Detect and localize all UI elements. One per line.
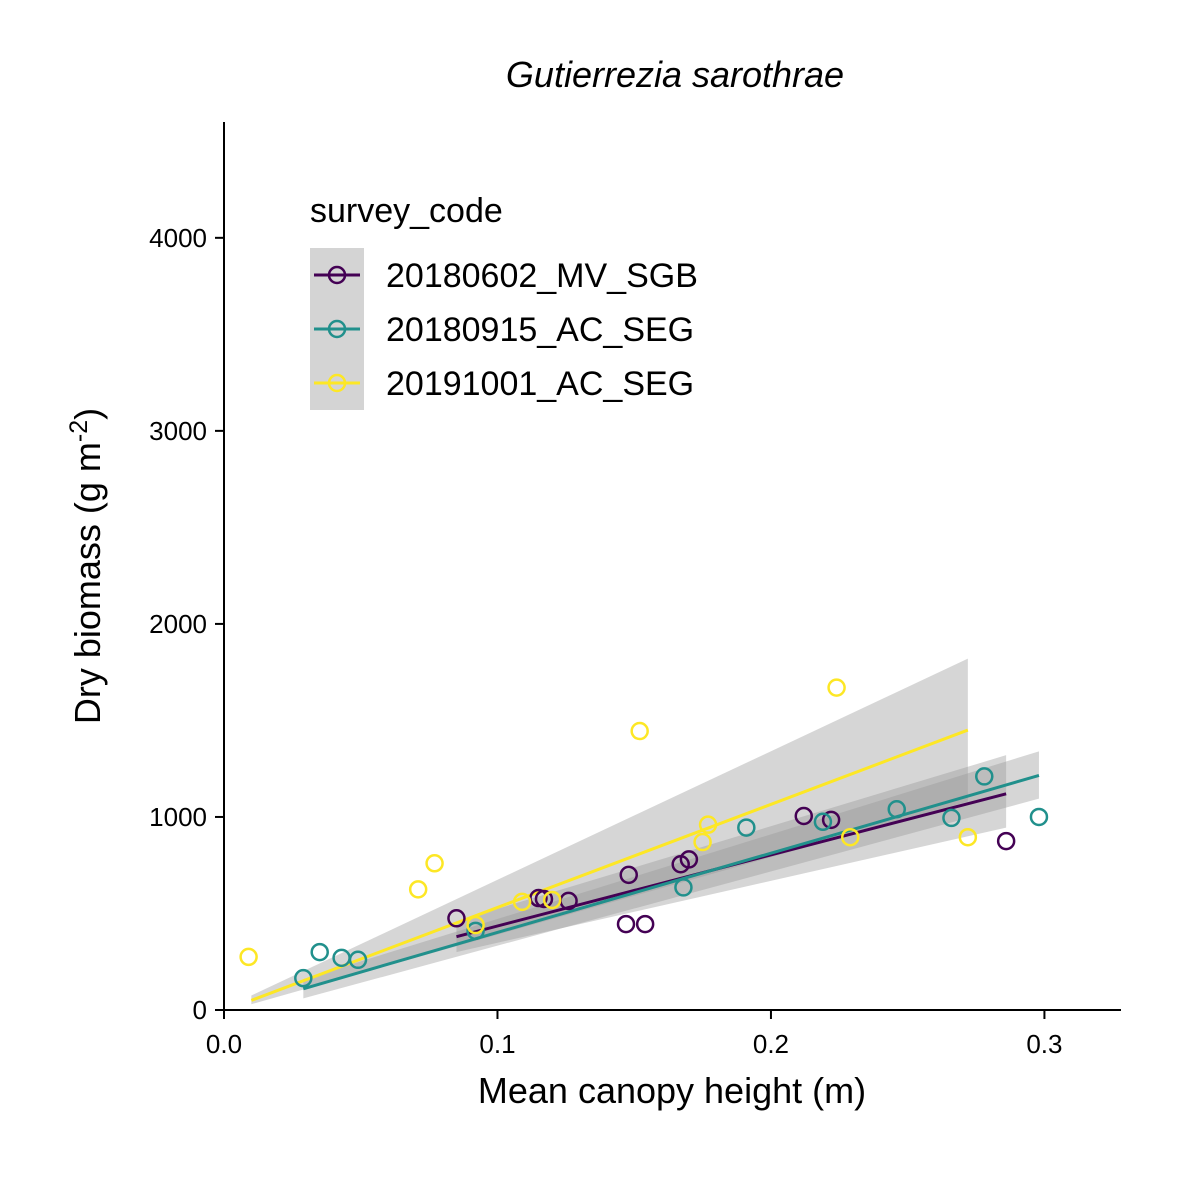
legend-title: survey_code: [310, 192, 503, 230]
data-point: [887, 799, 906, 819]
x-tick-label: 0.0: [206, 1029, 242, 1059]
regression-line-2: [302, 774, 1040, 991]
data-point: [693, 832, 712, 852]
regression-lines: [250, 728, 1040, 1002]
data-point: [698, 815, 718, 834]
legend-label: 20180602_MV_SGB: [386, 257, 698, 295]
data-point: [466, 915, 485, 935]
regression-line-3: [250, 728, 969, 1002]
legend-label: 20191001_AC_SEG: [386, 365, 694, 403]
x-tick-label: 0.3: [1026, 1029, 1062, 1059]
legend: survey_code 20180602_MV_SGB 20180915_AC_S…: [310, 192, 698, 410]
data-point: [348, 950, 368, 970]
data-point: [294, 968, 313, 988]
y-axis-title-end: ): [67, 408, 108, 420]
data-point: [635, 914, 655, 934]
data-point: [425, 854, 444, 873]
legend-key-point: [327, 265, 347, 285]
legend-item: 20180915_AC_SEG: [314, 311, 694, 349]
x-tick-label: 0.1: [479, 1029, 515, 1059]
x-axis-title: Mean canopy height (m): [478, 1070, 866, 1111]
data-point: [310, 942, 329, 962]
y-axis-title: Dry biomass (g m-2): [65, 408, 108, 724]
data-point: [942, 808, 961, 828]
data-point: [1029, 807, 1049, 827]
legend-key-point: [327, 373, 347, 393]
legend-key-point: [327, 319, 347, 339]
y-tick-label: 1000: [149, 802, 207, 832]
data-point: [616, 914, 636, 934]
data-points: [239, 678, 1049, 988]
data-point: [821, 810, 841, 830]
chart-title: Gutierrezia sarothrae: [506, 54, 844, 95]
data-point: [239, 947, 258, 967]
data-point: [679, 850, 699, 869]
legend-item: 20180602_MV_SGB: [314, 257, 698, 295]
data-point: [408, 880, 428, 899]
data-point: [841, 827, 860, 847]
data-point: [794, 806, 814, 826]
y-axis-ticks: 0 1000 2000 3000 4000: [149, 223, 224, 1025]
data-point: [466, 921, 485, 941]
y-axis-title-main: Dry biomass (g m: [67, 442, 108, 724]
legend-items: 20180602_MV_SGB 20180915_AC_SEG 20191001_A…: [310, 248, 698, 410]
legend-label: 20180915_AC_SEG: [386, 311, 694, 349]
confidence-ribbon-3: [251, 658, 968, 1005]
y-tick-label: 2000: [149, 609, 207, 639]
data-point: [542, 890, 562, 910]
x-tick-label: 0.2: [753, 1029, 789, 1059]
data-point: [975, 767, 994, 786]
data-point: [630, 721, 649, 741]
data-point: [996, 831, 1016, 851]
data-point: [619, 865, 638, 885]
y-axis-title-superscript: -2: [65, 420, 93, 442]
data-point: [512, 892, 532, 912]
data-point: [534, 889, 554, 909]
data-point: [447, 909, 466, 928]
data-point: [958, 827, 978, 847]
confidence-ribbon-1: [456, 755, 1007, 953]
data-point: [737, 818, 756, 837]
y-tick-label: 3000: [149, 416, 207, 446]
data-point: [827, 678, 846, 697]
y-tick-label: 0: [193, 995, 207, 1025]
x-axis-ticks: 0.0 0.1 0.2 0.3: [206, 1010, 1063, 1059]
data-point: [674, 878, 693, 897]
legend-item: 20191001_AC_SEG: [314, 365, 694, 403]
data-point: [813, 812, 833, 832]
y-tick-label: 4000: [149, 223, 207, 253]
